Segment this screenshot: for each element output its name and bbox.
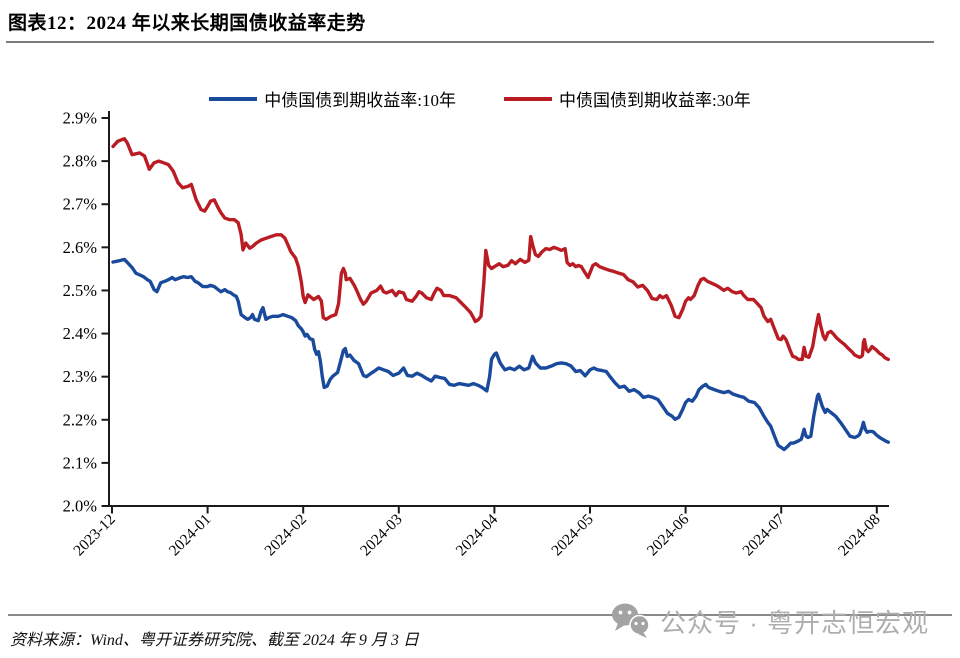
y-tick-label: 2.5% bbox=[63, 281, 98, 300]
legend-line-10y-swatch bbox=[209, 96, 258, 101]
y-tick-label: 2.7% bbox=[63, 195, 98, 214]
x-tick-label: 2024-03 bbox=[357, 511, 406, 560]
legend-entry-10y: 中债国债到期收益率:10年 bbox=[209, 86, 456, 111]
x-tick-label: 2024-01 bbox=[166, 511, 215, 560]
x-tick-label: 2023-12 bbox=[70, 511, 119, 560]
y-tick-label: 2.8% bbox=[63, 152, 98, 171]
chart-legend: 中债国债到期收益率:10年 中债国债到期收益率:30年 bbox=[0, 86, 960, 111]
legend-label-30y: 中债国债到期收益率:30年 bbox=[559, 91, 751, 110]
legend-entry-30y: 中债国债到期收益率:30年 bbox=[504, 86, 751, 111]
y-tick-label: 2.9% bbox=[63, 109, 98, 128]
wechat-icon bbox=[612, 603, 650, 638]
y-tick-label: 2.4% bbox=[63, 324, 98, 343]
y-tick-label: 2.3% bbox=[63, 367, 98, 386]
title-underline bbox=[6, 41, 934, 43]
footer-divider bbox=[8, 614, 952, 616]
y-tick-label: 2.0% bbox=[63, 497, 98, 516]
y-tick-label: 2.6% bbox=[63, 238, 98, 257]
x-tick-label: 2024-05 bbox=[548, 511, 597, 560]
watermark: 公众号 · 粤开志恒宏观 bbox=[610, 601, 929, 641]
y-tick-label: 2.1% bbox=[63, 453, 98, 472]
source-note: 资料来源：Wind、粤开证券研究院、截至 2024 年 9 月 3 日 bbox=[10, 632, 419, 649]
x-tick-label: 2024-02 bbox=[261, 511, 310, 560]
x-tick-label: 2024-07 bbox=[739, 511, 788, 560]
series-30y-line bbox=[111, 136, 890, 362]
y-tick-label: 2.2% bbox=[63, 410, 98, 429]
legend-line-30y-swatch bbox=[504, 96, 552, 101]
x-tick-label: 2024-06 bbox=[644, 511, 693, 560]
x-tick-label: 2024-08 bbox=[835, 511, 884, 560]
page-title: 图表12：2024 年以来长期国债收益率走势 bbox=[8, 13, 366, 34]
watermark-text: 公众号 · 粤开志恒宏观 bbox=[660, 607, 930, 638]
series-10y-line bbox=[111, 257, 890, 452]
x-tick-label: 2024-04 bbox=[453, 511, 502, 560]
legend-label-10y: 中债国债到期收益率:10年 bbox=[264, 91, 456, 110]
